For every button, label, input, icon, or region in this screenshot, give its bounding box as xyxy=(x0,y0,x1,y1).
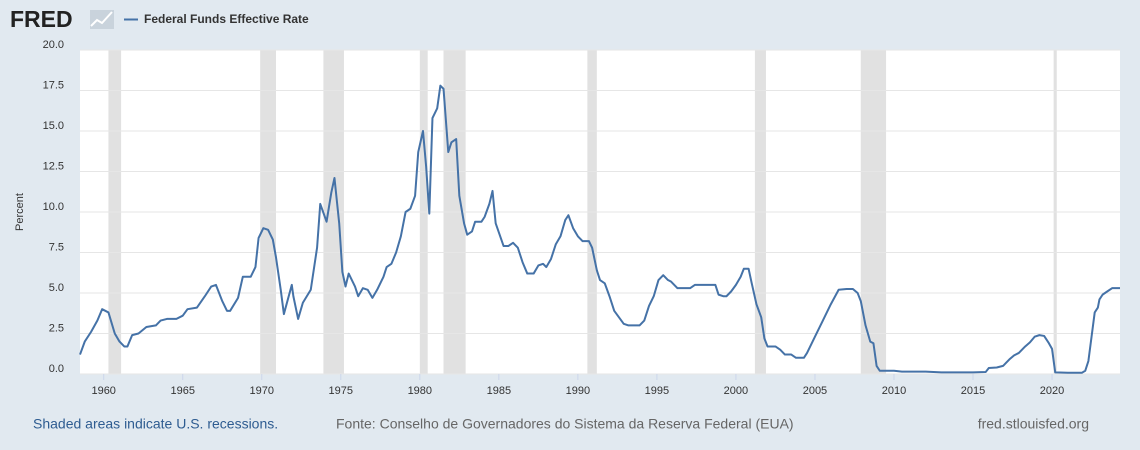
x-tick-label: 2015 xyxy=(961,385,985,397)
x-tick-label: 2000 xyxy=(724,385,748,397)
x-tick-label: 1970 xyxy=(250,385,274,397)
site-url[interactable]: fred.stlouisfed.org xyxy=(978,416,1089,432)
series xyxy=(79,84,1120,374)
y-tick-label: 2.5 xyxy=(49,322,64,334)
x-tick-label: 1990 xyxy=(566,385,590,397)
x-tick-label: 1960 xyxy=(91,385,115,397)
x-tick-label: 2020 xyxy=(1040,385,1064,397)
y-tick-label: 20.0 xyxy=(43,39,64,51)
x-tick-label: 1975 xyxy=(329,385,353,397)
y-tick-label: 5.0 xyxy=(49,282,64,294)
logo-icon xyxy=(90,10,114,29)
grid xyxy=(80,49,1120,375)
x-tick-label: 1995 xyxy=(645,385,669,397)
y-tick-label: 15.0 xyxy=(43,120,64,132)
logo: FRED xyxy=(10,6,73,32)
y-axis-label: Percent xyxy=(14,193,26,231)
x-tick-label: 1980 xyxy=(408,385,432,397)
recession-note[interactable]: Shaded areas indicate U.S. recessions. xyxy=(33,416,278,432)
series-line xyxy=(79,84,1120,374)
y-tick-label: 17.5 xyxy=(43,79,64,91)
y-tick-label: 0.0 xyxy=(49,363,64,375)
y-tick-label: 7.5 xyxy=(49,241,64,253)
x-tick-label: 2005 xyxy=(803,385,827,397)
y-tick-label: 10.0 xyxy=(43,201,64,213)
y-tick-label: 12.5 xyxy=(43,160,64,172)
source: Fonte: Conselho de Governadores do Siste… xyxy=(336,416,794,432)
x-tick-label: 2010 xyxy=(882,385,906,397)
x-tick-label: 1965 xyxy=(170,385,194,397)
x-tick-label: 1985 xyxy=(487,385,511,397)
legend-label: Federal Funds Effective Rate xyxy=(144,12,309,26)
